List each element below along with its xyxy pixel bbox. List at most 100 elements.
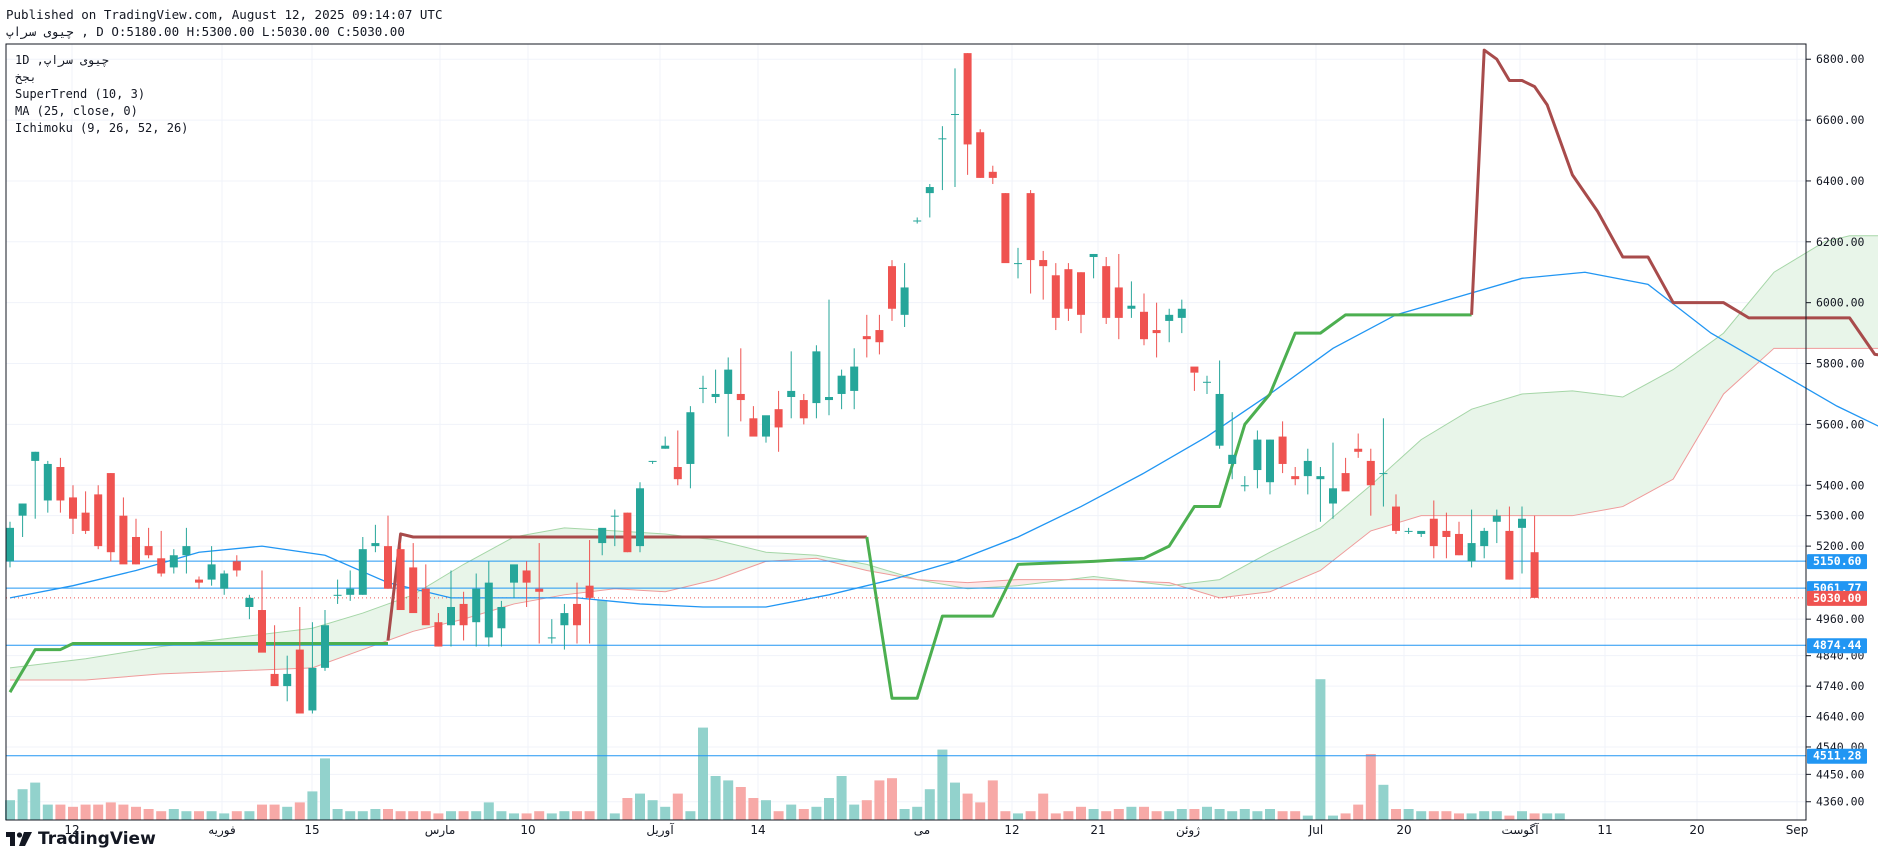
volume-bar xyxy=(1454,813,1464,820)
candle-body xyxy=(1140,311,1148,340)
volume-bar xyxy=(773,811,784,820)
price-label-box xyxy=(1807,638,1867,654)
y-tick-label: 5600.00 xyxy=(1816,417,1865,431)
volume-bar xyxy=(231,811,242,820)
candle-body xyxy=(1278,436,1287,464)
volume-bar xyxy=(861,800,872,820)
candle-body xyxy=(862,336,871,340)
candle-body xyxy=(988,171,997,178)
candle-body xyxy=(636,488,644,547)
x-tick-label: آگوست xyxy=(1501,822,1539,838)
candle-body xyxy=(825,397,833,401)
candle-body xyxy=(799,400,808,419)
candle-body xyxy=(699,387,707,389)
volume-bar xyxy=(1328,815,1338,820)
candle-body xyxy=(1114,287,1123,318)
volume-bar xyxy=(42,804,53,820)
volume-bar xyxy=(1013,813,1023,820)
candle-body xyxy=(1001,193,1010,264)
candle-body xyxy=(1127,305,1136,309)
legend-supertrend[interactable]: SuperTrend (10, 3) xyxy=(15,87,146,101)
volume-bar xyxy=(786,804,797,820)
candle-body xyxy=(18,503,27,516)
legend-ma[interactable]: MA (25, close, 0) xyxy=(15,104,138,118)
volume-bar xyxy=(1214,809,1225,820)
candle-body xyxy=(1266,439,1274,483)
volume-bar xyxy=(912,806,923,820)
candle-body xyxy=(1203,381,1211,383)
candle-body xyxy=(447,606,455,626)
candle-body xyxy=(1253,439,1262,471)
volume-bar xyxy=(1340,813,1351,820)
candle-body xyxy=(875,330,884,343)
volume-bar xyxy=(458,811,469,820)
candle-body xyxy=(459,603,468,626)
candle-body xyxy=(1354,448,1363,452)
candle-body xyxy=(1329,488,1337,504)
candle-body xyxy=(1379,473,1388,475)
supertrend-line xyxy=(8,641,388,693)
candle-body xyxy=(938,138,947,140)
candle-body xyxy=(1455,533,1463,556)
candle-body xyxy=(119,515,128,565)
candle-body xyxy=(1505,530,1514,580)
volume-bar xyxy=(1239,809,1250,820)
volume-bar xyxy=(1176,809,1187,820)
legend-exchange: بجخ xyxy=(15,70,37,84)
volume-bar xyxy=(962,793,973,820)
volume-bar xyxy=(244,811,255,820)
candle-body xyxy=(787,390,796,398)
volume-bar xyxy=(156,811,167,820)
x-tick-label: 15 xyxy=(304,823,319,837)
volume-bar xyxy=(1353,804,1364,820)
candle-body xyxy=(270,673,279,687)
volume-bar xyxy=(1139,806,1149,820)
candle-body xyxy=(81,512,90,531)
volume-bar xyxy=(1504,815,1515,820)
volume-bar xyxy=(1416,811,1427,820)
candle-body xyxy=(56,466,65,501)
volume-bar xyxy=(1554,813,1565,820)
candle-body xyxy=(207,564,216,580)
y-tick-label: 5800.00 xyxy=(1816,357,1865,371)
candle-body xyxy=(1392,506,1400,531)
candle-body xyxy=(1026,193,1035,261)
volume-bar xyxy=(635,793,645,820)
volume-bar xyxy=(1088,809,1099,820)
volume-bar xyxy=(559,811,570,820)
tradingview-brand[interactable]: TradingView xyxy=(6,828,156,850)
volume-bars xyxy=(5,600,1565,820)
x-tick-label: مارس xyxy=(425,823,456,838)
volume-bar xyxy=(383,809,393,820)
candle-body xyxy=(6,527,14,562)
y-tick-label: 5400.00 xyxy=(1816,478,1865,492)
volume-bar xyxy=(181,811,192,820)
y-tick-label: 4960.00 xyxy=(1816,612,1865,626)
price-label-text: 5030.00 xyxy=(1813,591,1862,605)
candle-body xyxy=(232,561,241,571)
candle-body xyxy=(711,393,720,398)
volume-bar xyxy=(672,793,683,820)
volume-bar xyxy=(811,806,822,820)
volume-bar xyxy=(30,782,41,820)
candle-body xyxy=(497,606,506,629)
volume-bar xyxy=(609,813,620,820)
x-tick-label: 20 xyxy=(1396,823,1411,837)
supertrend-line xyxy=(1470,48,1878,357)
supertrend-line xyxy=(865,313,1472,700)
volume-bar xyxy=(143,809,154,820)
candle-body xyxy=(1291,476,1300,480)
volume-bar xyxy=(1076,806,1086,820)
candle-body xyxy=(1492,515,1501,522)
candle-body xyxy=(1480,530,1489,547)
candle-body xyxy=(900,287,909,315)
volume-bar xyxy=(219,813,230,820)
volume-bar xyxy=(269,804,280,820)
legend-symbol: 1D ,چیوی سراپ xyxy=(15,53,109,67)
volume-bar xyxy=(937,749,948,820)
volume-bar xyxy=(798,809,809,820)
legend-ichimoku[interactable]: Ichimoku (9, 26, 52, 26) xyxy=(15,121,189,135)
volume-bar xyxy=(370,809,381,820)
volume-bar xyxy=(1063,811,1074,820)
